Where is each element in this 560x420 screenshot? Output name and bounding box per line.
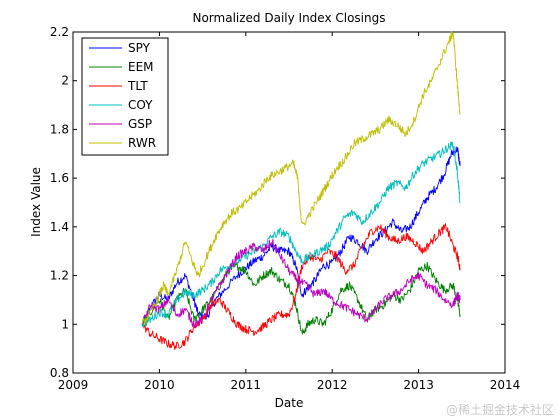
series-line-spy <box>141 146 461 325</box>
y-axis-label: Index Value <box>29 167 43 237</box>
x-tick-label: 2014 <box>490 378 521 392</box>
series-line-coy <box>141 141 461 328</box>
y-tick-label: 1 <box>61 317 69 331</box>
y-tick-label: 1.8 <box>50 122 69 136</box>
legend-label-tlt: TLT <box>127 79 148 93</box>
x-tick-label: 2010 <box>144 378 175 392</box>
y-tick-label: 0.8 <box>50 366 69 380</box>
y-tick-label: 1.4 <box>50 220 69 234</box>
x-axis-label: Date <box>275 396 304 410</box>
legend-label-coy: COY <box>128 98 153 112</box>
y-tick-label: 2.2 <box>50 25 69 39</box>
y-tick-label: 1.2 <box>50 269 69 283</box>
legend: SPY EEM TLT COY GSP RWR <box>81 37 169 156</box>
legend-label-gsp: GSP <box>128 117 152 131</box>
x-tick-label: 2012 <box>317 378 348 392</box>
series-line-eem <box>141 261 461 335</box>
x-tick-label: 2009 <box>58 378 89 392</box>
series-layer <box>141 31 461 351</box>
watermark: @稀土掘金技术社区 <box>445 403 554 417</box>
legend-box <box>81 37 169 156</box>
legend-label-eem: EEM <box>128 60 154 74</box>
legend-label-rwr: RWR <box>128 136 156 150</box>
chart-title: Normalized Daily Index Closings <box>192 11 385 25</box>
legend-label-spy: SPY <box>128 41 151 55</box>
y-tick-label: 2 <box>61 74 69 88</box>
series-line-gsp <box>141 238 461 328</box>
x-tick-label: 2013 <box>403 378 434 392</box>
ticks-layer: 2009 2010 2011 2012 2013 2014 0.8 1 1.2 1.4 1.6 1.8… <box>50 25 520 392</box>
y-tick-label: 1.6 <box>50 171 69 185</box>
x-tick-label: 2011 <box>231 378 262 392</box>
series-line-rwr <box>141 31 461 326</box>
